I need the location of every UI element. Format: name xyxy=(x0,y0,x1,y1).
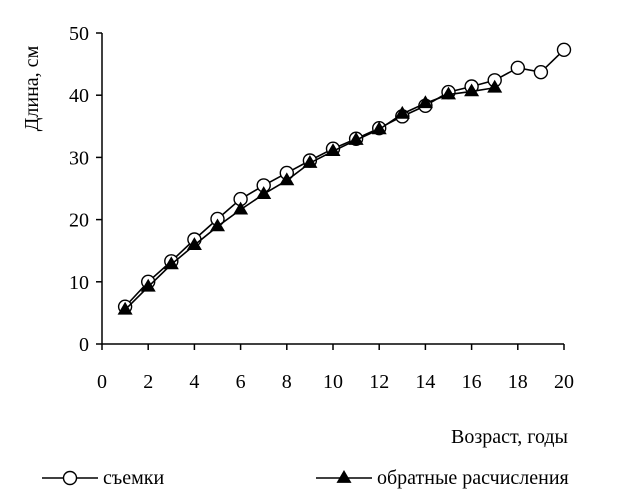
data-point-circle xyxy=(556,42,572,57)
y-tick-label: 10 xyxy=(69,272,89,294)
data-point-triangle xyxy=(394,105,410,119)
y-tick-label: 30 xyxy=(69,147,89,169)
y-tick-label: 0 xyxy=(79,334,89,356)
data-point-triangle xyxy=(163,256,179,270)
x-tick-label: 20 xyxy=(554,371,574,393)
legend: съемки обратные расчисления xyxy=(42,467,569,489)
x-axis-title: Возраст, годы xyxy=(451,426,568,448)
data-point-triangle xyxy=(417,95,433,109)
data-point-triangle xyxy=(440,86,457,100)
data-point-triangle xyxy=(186,237,202,250)
legend-marker-triangle xyxy=(336,470,352,483)
data-point-circle xyxy=(510,60,525,76)
y-tick-label: 40 xyxy=(69,85,89,107)
x-tick-label: 14 xyxy=(415,371,435,393)
data-point-triangle xyxy=(279,172,295,186)
x-tick-label: 18 xyxy=(508,371,528,393)
data-point-triangle xyxy=(371,121,387,135)
data-point-triangle xyxy=(209,218,226,232)
legend-label-0: съемки xyxy=(103,467,164,489)
x-tick-label: 0 xyxy=(97,371,107,393)
x-tick-label: 12 xyxy=(369,371,389,393)
data-point-triangle xyxy=(464,83,480,97)
x-tick-label: 6 xyxy=(236,371,246,393)
series-line-1 xyxy=(124,86,495,311)
x-tick-label: 2 xyxy=(143,371,153,393)
data-point-triangle xyxy=(140,278,156,292)
legend-marker-circle xyxy=(62,470,78,486)
y-tick-label: 50 xyxy=(69,23,89,45)
data-point-triangle xyxy=(325,143,341,157)
data-point-triangle xyxy=(302,155,318,168)
series-layer xyxy=(117,42,572,315)
data-point-triangle xyxy=(256,186,272,199)
x-tick-label: 4 xyxy=(189,371,199,393)
x-tick-label: 8 xyxy=(282,371,292,393)
x-tick-label: 16 xyxy=(462,371,482,393)
legend-label-1: обратные расчисления xyxy=(377,467,569,489)
y-tick-label: 20 xyxy=(69,210,89,232)
data-point-triangle xyxy=(487,79,503,93)
data-point-circle xyxy=(533,64,549,80)
data-point-triangle xyxy=(348,131,364,145)
data-point-triangle xyxy=(117,301,133,315)
data-point-triangle xyxy=(233,201,249,215)
axes: 0 10 20 30 40 50 0 2 4 6 8 10 12 14 16 18 20 xyxy=(69,23,574,393)
y-axis-title: Длина, см xyxy=(21,45,43,131)
x-tick-label: 10 xyxy=(323,371,343,393)
